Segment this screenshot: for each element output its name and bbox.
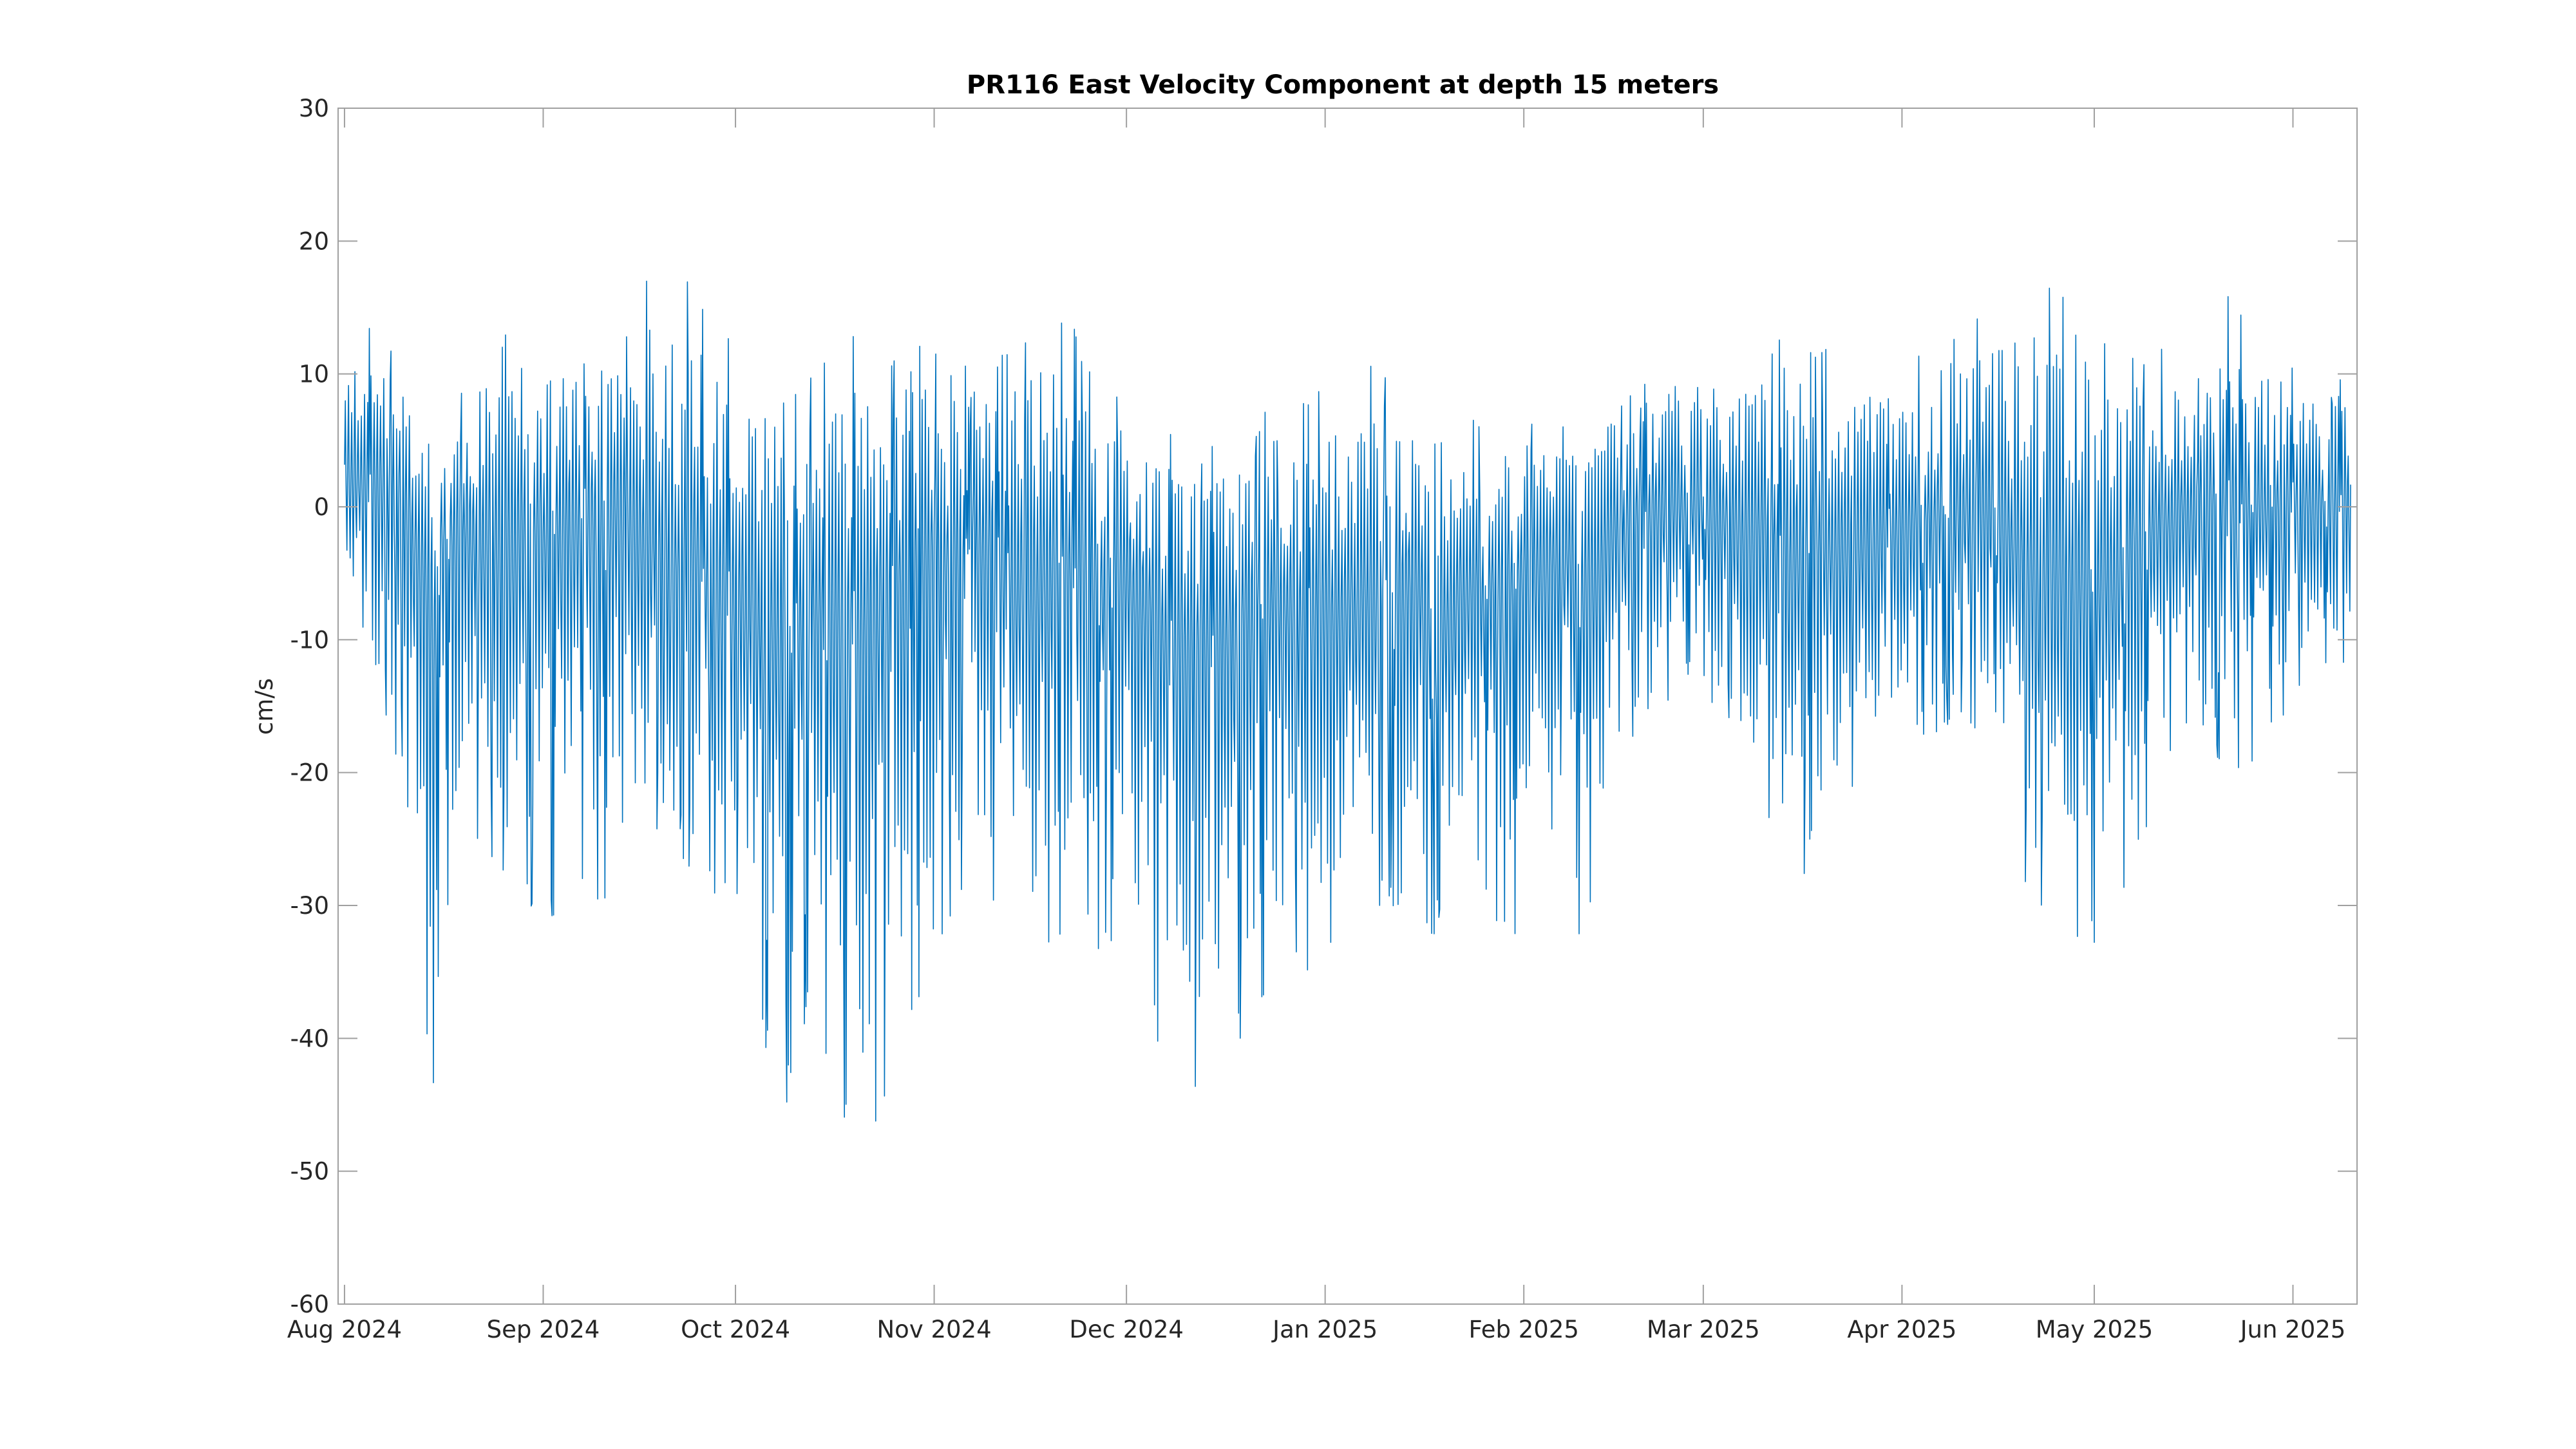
x-tick-label: Sep 2024: [487, 1316, 600, 1343]
plot-area: [337, 108, 2358, 1305]
y-tick-label: -30: [290, 892, 329, 920]
x-tick-label: Feb 2025: [1468, 1316, 1578, 1343]
series-line: [344, 280, 2351, 1122]
x-axis-ticks: Aug 2024 Sep 2024 Oct 2024 Nov 2024 Dec 2024…: [287, 108, 2345, 1343]
x-tick-label: Dec 2024: [1069, 1316, 1184, 1343]
y-tick-label: -20: [290, 759, 329, 787]
east-velocity-line: [344, 280, 2351, 1122]
x-tick-label: Mar 2025: [1647, 1316, 1760, 1343]
y-tick-label: 10: [299, 361, 329, 388]
x-tick-label: Apr 2025: [1847, 1316, 1956, 1343]
y-tick-label: 20: [299, 227, 329, 255]
chart-title: PR116 East Velocity Component at depth 1…: [967, 70, 1719, 100]
y-axis-label: cm/s: [251, 678, 278, 735]
x-tick-label: May 2025: [2036, 1316, 2153, 1343]
x-tick-label: Jan 2025: [1271, 1316, 1378, 1343]
y-tick-label: 30: [299, 95, 329, 122]
y-tick-label: -10: [290, 626, 329, 654]
x-tick-label: Jun 2025: [2239, 1316, 2346, 1343]
y-tick-label: -60: [290, 1291, 329, 1318]
y-tick-label: -40: [290, 1025, 329, 1052]
y-tick-label: -50: [290, 1158, 329, 1186]
x-tick-label: Aug 2024: [287, 1316, 402, 1343]
y-axis-ticks: 30 20 10 0 -10 -20 -30 -40 -50 -60: [290, 95, 2357, 1318]
y-tick-label: 0: [314, 493, 329, 521]
x-tick-label: Oct 2024: [681, 1316, 790, 1343]
x-tick-label: Nov 2024: [877, 1316, 992, 1343]
